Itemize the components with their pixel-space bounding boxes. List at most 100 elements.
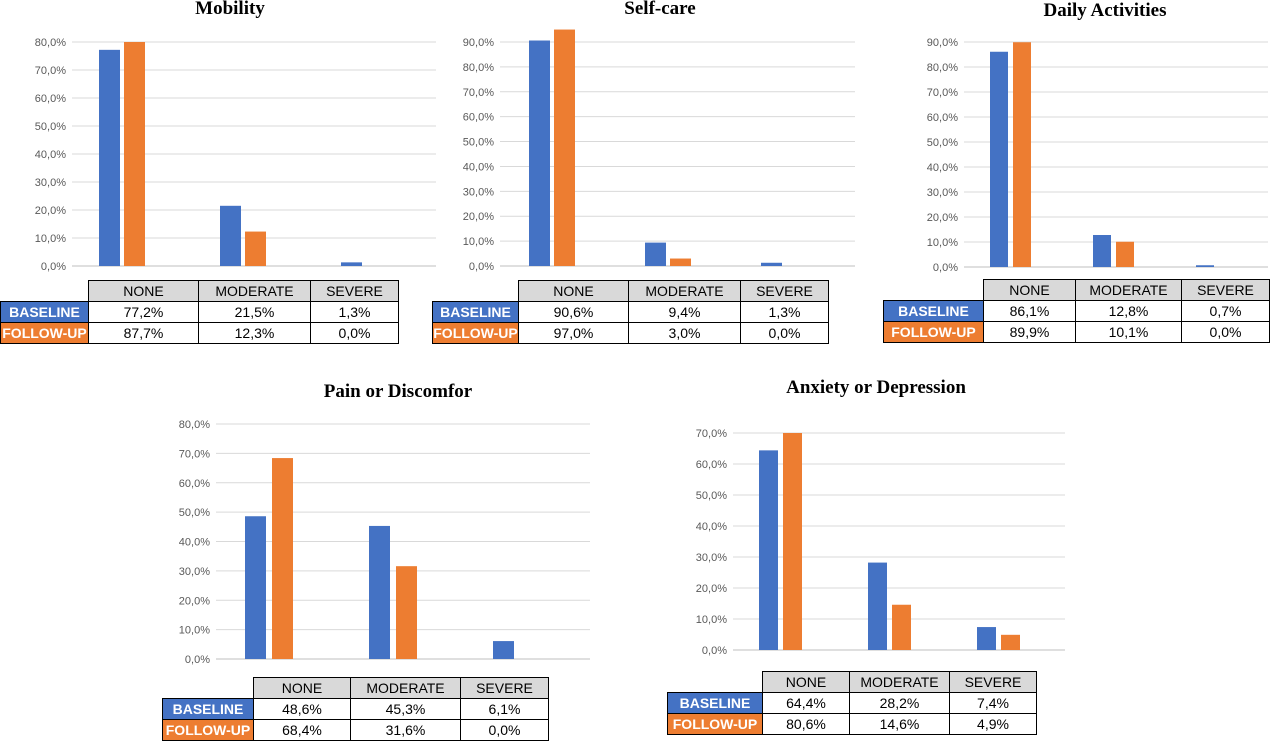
y-tick-label: 40,0% bbox=[927, 162, 958, 174]
value-cell: 0,0% bbox=[460, 719, 549, 741]
bar-baseline-moderate bbox=[868, 562, 887, 650]
bar-follow-up-none bbox=[554, 29, 575, 266]
y-tick-label: 80,0% bbox=[35, 37, 66, 49]
bar-follow-up-none bbox=[1013, 42, 1031, 267]
y-tick-label: 10,0% bbox=[696, 614, 727, 626]
row-label-baseline: BASELINE bbox=[667, 692, 763, 714]
y-tick-label: 0,0% bbox=[185, 654, 210, 666]
y-tick-label: 30,0% bbox=[35, 177, 66, 189]
data-table: NONE MODERATE SEVERE BASELINE 90,6% 9,4% 1,3% F… bbox=[432, 280, 829, 344]
bar-follow-up-moderate bbox=[1116, 241, 1134, 267]
y-tick-label: 70,0% bbox=[35, 65, 66, 77]
table-row: BASELINE 77,2% 21,5% 1,3% bbox=[0, 301, 399, 323]
bar-baseline-none bbox=[759, 450, 778, 650]
table-row: FOLLOW-UP 87,7% 12,3% 0,0% bbox=[0, 322, 399, 344]
bar-follow-up-severe bbox=[1001, 634, 1020, 650]
value-cell: 10,1% bbox=[1075, 321, 1182, 343]
chart-title: Mobility bbox=[195, 0, 265, 19]
value-cell: 28,2% bbox=[849, 692, 950, 714]
value-cell: 4,9% bbox=[949, 713, 1037, 735]
value-cell: 14,6% bbox=[849, 713, 950, 735]
category-header: SEVERE bbox=[310, 280, 399, 302]
chart-title: Daily Activities bbox=[1043, 0, 1167, 21]
y-tick-label: 40,0% bbox=[696, 521, 727, 533]
table-row: FOLLOW-UP 97,0% 3,0% 0,0% bbox=[432, 322, 829, 344]
table-header-row: NONE MODERATE SEVERE bbox=[668, 671, 1037, 693]
table-row: FOLLOW-UP 80,6% 14,6% 4,9% bbox=[667, 713, 1037, 735]
y-tick-label: 0,0% bbox=[933, 262, 958, 274]
row-label-follow-up: FOLLOW-UP bbox=[162, 719, 254, 741]
value-cell: 3,0% bbox=[628, 322, 741, 344]
bar-baseline-moderate bbox=[369, 525, 390, 659]
category-header: NONE bbox=[518, 280, 629, 302]
bar-baseline-severe bbox=[493, 641, 514, 659]
y-tick-label: 50,0% bbox=[927, 137, 958, 149]
table-header-row: NONE MODERATE SEVERE bbox=[884, 279, 1270, 301]
y-tick-label: 80,0% bbox=[927, 62, 958, 74]
y-tick-label: 10,0% bbox=[179, 625, 210, 637]
y-tick-label: 20,0% bbox=[463, 211, 494, 223]
y-tick-label: 30,0% bbox=[179, 566, 210, 578]
bar-baseline-severe bbox=[977, 627, 996, 650]
y-tick-label: 60,0% bbox=[463, 112, 494, 124]
category-header: MODERATE bbox=[198, 280, 311, 302]
category-header: NONE bbox=[88, 280, 199, 302]
data-table: NONE MODERATE SEVERE BASELINE 48,6% 45,3% 6,1%… bbox=[162, 677, 549, 741]
value-cell: 6,1% bbox=[460, 698, 549, 720]
category-header: MODERATE bbox=[849, 671, 950, 693]
bar-baseline-severe bbox=[341, 262, 362, 266]
table-row: FOLLOW-UP 89,9% 10,1% 0,0% bbox=[883, 321, 1270, 343]
y-tick-label: 80,0% bbox=[463, 62, 494, 74]
bar-baseline-moderate bbox=[1093, 235, 1111, 267]
y-tick-label: 30,0% bbox=[463, 186, 494, 198]
y-tick-label: 40,0% bbox=[463, 161, 494, 173]
row-label-baseline: BASELINE bbox=[883, 300, 984, 322]
category-header: MODERATE bbox=[350, 677, 461, 699]
data-table: NONE MODERATE SEVERE BASELINE 86,1% 12,8% 0,7%… bbox=[883, 279, 1270, 343]
y-tick-label: 30,0% bbox=[696, 552, 727, 564]
bar-baseline-severe bbox=[761, 262, 782, 266]
y-tick-label: 70,0% bbox=[463, 87, 494, 99]
data-table: NONE MODERATE SEVERE BASELINE 64,4% 28,2% 7,4%… bbox=[667, 671, 1037, 735]
value-cell: 64,4% bbox=[762, 692, 850, 714]
chart-title: Self-care bbox=[624, 0, 696, 19]
category-header: SEVERE bbox=[460, 677, 549, 699]
category-header: NONE bbox=[983, 279, 1076, 301]
y-tick-label: 60,0% bbox=[927, 112, 958, 124]
value-cell: 0,0% bbox=[310, 322, 399, 344]
y-tick-label: 70,0% bbox=[179, 448, 210, 460]
category-header: MODERATE bbox=[1075, 279, 1182, 301]
bar-follow-up-moderate bbox=[396, 566, 417, 659]
y-tick-label: 10,0% bbox=[35, 233, 66, 245]
y-tick-label: 30,0% bbox=[927, 187, 958, 199]
category-header: NONE bbox=[253, 677, 351, 699]
bar-baseline-none bbox=[990, 51, 1008, 267]
bar-baseline-moderate bbox=[220, 205, 241, 266]
value-cell: 7,4% bbox=[949, 692, 1037, 714]
category-header: NONE bbox=[762, 671, 850, 693]
row-label-baseline: BASELINE bbox=[0, 301, 89, 323]
y-tick-label: 0,0% bbox=[702, 645, 727, 657]
y-tick-label: 60,0% bbox=[35, 93, 66, 105]
value-cell: 86,1% bbox=[983, 300, 1076, 322]
table-row: FOLLOW-UP 68,4% 31,6% 0,0% bbox=[162, 719, 549, 741]
bar-follow-up-moderate bbox=[245, 231, 266, 266]
bar-follow-up-moderate bbox=[892, 604, 911, 650]
y-tick-label: 50,0% bbox=[463, 137, 494, 149]
y-tick-label: 0,0% bbox=[41, 261, 66, 273]
category-header: SEVERE bbox=[740, 280, 829, 302]
y-tick-label: 80,0% bbox=[179, 419, 210, 431]
y-tick-label: 40,0% bbox=[35, 149, 66, 161]
value-cell: 97,0% bbox=[518, 322, 629, 344]
table-corner bbox=[668, 672, 763, 693]
row-label-follow-up: FOLLOW-UP bbox=[0, 322, 89, 344]
bar-baseline-none bbox=[99, 49, 120, 267]
bar-baseline-severe bbox=[1196, 265, 1214, 267]
y-tick-label: 90,0% bbox=[463, 37, 494, 49]
bar-baseline-none bbox=[245, 516, 266, 659]
